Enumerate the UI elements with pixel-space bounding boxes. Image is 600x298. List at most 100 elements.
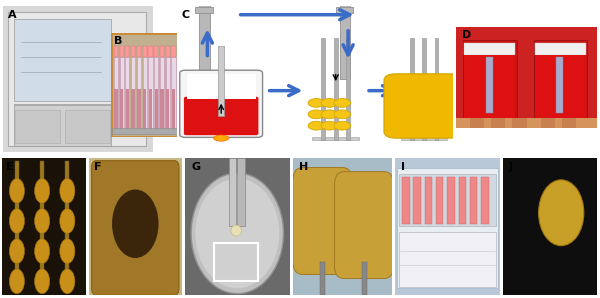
Circle shape — [191, 173, 284, 294]
Bar — [491, 118, 505, 128]
Bar — [425, 177, 432, 224]
Bar — [125, 57, 130, 132]
Circle shape — [112, 190, 158, 258]
Bar — [470, 177, 477, 224]
Bar — [166, 89, 169, 131]
Text: B: B — [114, 36, 122, 46]
Bar — [131, 46, 135, 57]
Bar — [436, 177, 443, 224]
Bar — [410, 38, 413, 140]
FancyBboxPatch shape — [92, 161, 179, 295]
Bar — [541, 118, 555, 128]
Bar — [113, 51, 141, 72]
Bar — [397, 167, 498, 288]
Bar — [148, 46, 152, 57]
Bar — [125, 89, 129, 131]
Bar — [434, 38, 439, 140]
Bar — [114, 89, 118, 131]
FancyBboxPatch shape — [184, 97, 259, 135]
Bar — [456, 118, 597, 128]
Circle shape — [308, 121, 325, 130]
Bar — [485, 57, 493, 113]
Circle shape — [35, 179, 50, 203]
Circle shape — [321, 121, 338, 130]
Bar — [340, 3, 350, 79]
Bar — [154, 46, 158, 57]
Bar — [458, 177, 466, 224]
Bar — [154, 57, 158, 132]
Bar — [562, 118, 576, 128]
FancyBboxPatch shape — [293, 167, 352, 274]
Circle shape — [308, 110, 325, 119]
Bar — [399, 174, 496, 226]
Bar — [512, 118, 527, 128]
Circle shape — [539, 180, 584, 246]
Bar — [402, 177, 410, 224]
Bar — [160, 46, 164, 57]
Bar — [15, 161, 19, 292]
Bar — [119, 72, 132, 83]
Bar — [131, 57, 135, 132]
Bar — [320, 262, 325, 295]
Circle shape — [60, 179, 75, 203]
Text: F: F — [94, 162, 102, 172]
Bar — [119, 46, 124, 57]
Bar — [413, 177, 421, 224]
FancyBboxPatch shape — [180, 70, 263, 137]
Bar — [218, 46, 224, 116]
Bar — [14, 19, 111, 101]
Text: D: D — [461, 30, 471, 40]
Bar — [14, 104, 111, 146]
Circle shape — [60, 239, 75, 263]
Text: I: I — [401, 162, 405, 172]
Bar — [148, 57, 152, 132]
Circle shape — [196, 179, 280, 288]
Bar — [362, 262, 367, 295]
Bar — [214, 243, 259, 281]
Bar — [322, 38, 325, 140]
Circle shape — [10, 239, 25, 263]
Bar — [447, 177, 455, 224]
Circle shape — [334, 121, 350, 130]
Bar — [187, 74, 256, 99]
Circle shape — [321, 99, 338, 107]
Bar — [229, 158, 236, 226]
Bar — [143, 89, 146, 131]
Bar — [533, 40, 587, 123]
Bar — [155, 89, 158, 131]
Bar — [15, 110, 60, 143]
Bar — [422, 38, 426, 140]
Bar — [470, 118, 484, 128]
Bar — [556, 57, 563, 113]
Bar — [464, 55, 515, 122]
Circle shape — [35, 269, 50, 294]
Text: H: H — [299, 162, 308, 172]
Bar — [196, 7, 212, 13]
Bar — [137, 89, 140, 131]
Text: G: G — [191, 162, 200, 172]
Bar — [312, 137, 359, 140]
Bar — [119, 57, 124, 132]
Circle shape — [60, 269, 75, 294]
Bar — [401, 137, 448, 140]
Ellipse shape — [214, 135, 229, 141]
Circle shape — [334, 99, 350, 107]
Bar — [172, 57, 176, 132]
Circle shape — [10, 209, 25, 233]
Bar — [137, 57, 141, 132]
Circle shape — [10, 269, 25, 294]
Bar — [199, 3, 209, 79]
Bar — [114, 46, 118, 57]
Bar — [166, 57, 170, 132]
Bar — [137, 46, 141, 57]
Text: C: C — [181, 10, 189, 20]
FancyBboxPatch shape — [384, 74, 461, 138]
FancyBboxPatch shape — [334, 172, 394, 279]
Text: E: E — [6, 162, 14, 172]
Bar — [166, 46, 170, 57]
Bar — [399, 232, 496, 287]
Circle shape — [334, 110, 350, 119]
Circle shape — [10, 179, 25, 203]
Bar — [334, 38, 338, 140]
Bar — [172, 89, 175, 131]
